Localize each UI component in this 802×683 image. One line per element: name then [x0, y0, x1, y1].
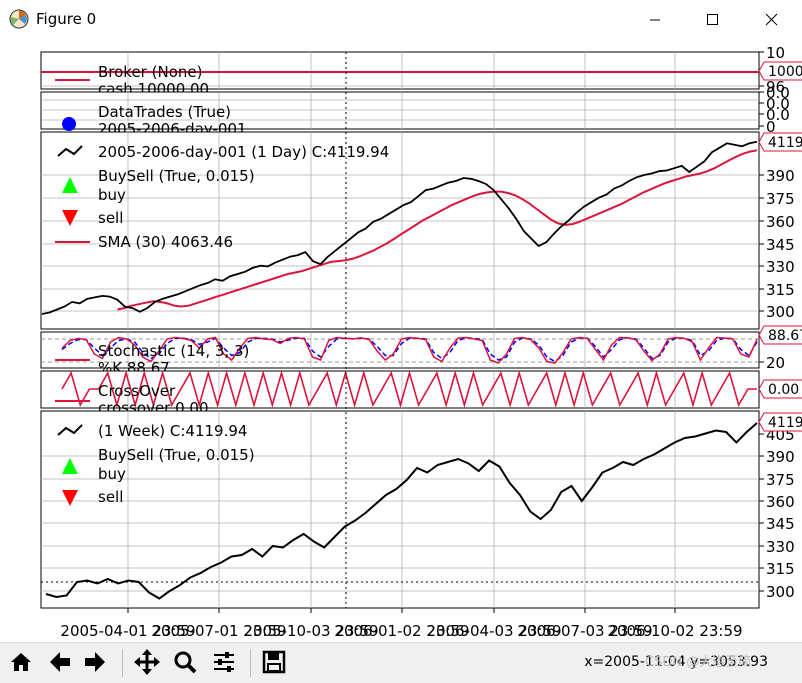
- minimize-button[interactable]: [628, 0, 680, 38]
- move-icon: [134, 649, 160, 675]
- crossover-value-tag-text: 0.00: [768, 382, 799, 398]
- back-button[interactable]: [45, 646, 75, 678]
- toolbar-separator: [250, 649, 251, 677]
- weekly-panel: [40, 410, 760, 609]
- y-tick-label: 345: [766, 236, 795, 254]
- watermark: CSDN @大道至简: [645, 655, 752, 670]
- y-tick-label: 0: [766, 118, 776, 136]
- forward-button[interactable]: [80, 646, 110, 678]
- y-tick-label: 330: [766, 258, 795, 276]
- pan-button[interactable]: [132, 646, 162, 678]
- figure-canvas[interactable]: Broker (None)cash 10000.00109610000DataT…: [0, 38, 802, 642]
- broker-panel: [40, 51, 760, 90]
- stochastic-value-tag: [758, 325, 802, 345]
- weekly-legend-buysell: BuySell (True, 0.015): [98, 446, 255, 464]
- maximize-icon: [707, 14, 718, 25]
- crossover-value-tag: [758, 379, 802, 399]
- y-tick-label: 360: [766, 213, 795, 231]
- backtrader-chart[interactable]: Broker (None)cash 10000.00109610000DataT…: [0, 38, 802, 642]
- y-tick-label: 300: [766, 303, 795, 321]
- daily-value-tag: [758, 132, 802, 152]
- daily-legend-buysell: BuySell (True, 0.015): [98, 167, 255, 185]
- broker-legend-label: Broker (None): [98, 63, 202, 81]
- y-tick-label: 390: [766, 167, 795, 185]
- weekly-value-tag-text: 4119: [768, 415, 802, 431]
- toolbar-separator: [122, 649, 123, 677]
- daily-value-tag-text: 4119: [768, 135, 802, 151]
- stochastic-pk-line: [61, 336, 758, 364]
- weekly-price-line: [45, 422, 758, 600]
- x-tick-label: 2006-01-02 23:59: [334, 622, 469, 640]
- y-tick-label: 300: [766, 583, 795, 601]
- magnifier-icon: [174, 651, 197, 674]
- close-button[interactable]: [746, 0, 798, 38]
- configure-subplots-button[interactable]: [209, 646, 239, 678]
- x-tick-label: 2005-10-03 23:59: [243, 622, 378, 640]
- zoom-button[interactable]: [170, 646, 200, 678]
- y-tick-label: 345: [766, 515, 795, 533]
- x-tick-label: 2005-07-01 23:59: [151, 622, 286, 640]
- matplotlib-app-icon: [9, 9, 29, 29]
- daily-panel: [40, 131, 760, 330]
- weekly-value-tag: [758, 412, 802, 432]
- home-icon: [11, 653, 31, 671]
- title-bar: Figure 0: [0, 0, 802, 38]
- y-tick-label: 96: [766, 78, 785, 96]
- arrow-left-icon: [50, 652, 70, 672]
- daily-legend-sell: sell: [98, 209, 123, 227]
- daily-legend-sma: SMA (30) 4063.46: [98, 233, 233, 251]
- daily-legend-price-icon: [57, 145, 83, 157]
- y-tick-label: 390: [766, 448, 795, 466]
- close-icon: [765, 13, 778, 26]
- sell-marker-icon: [62, 490, 78, 506]
- y-tick-label: 20: [766, 354, 785, 372]
- cursor-coordinates: x=2005-11-04 y=3053.93: [584, 654, 768, 670]
- y-tick-label: 360: [766, 493, 795, 511]
- y-tick-label: 315: [766, 281, 795, 299]
- sell-marker-icon: [62, 210, 78, 226]
- daily-price-line: [41, 140, 758, 315]
- datatrades-legend-label: DataTrades (True): [98, 103, 231, 121]
- crossover-legend-label: CrossOver: [98, 382, 176, 400]
- save-button[interactable]: [259, 646, 289, 678]
- stochastic-value-tag-text: 88.67: [768, 328, 802, 344]
- y-tick-label: 330: [766, 538, 795, 556]
- maximize-button[interactable]: [686, 0, 738, 38]
- y-tick-label: 10: [766, 44, 785, 62]
- arrow-right-icon: [85, 652, 105, 672]
- weekly-legend-sell: sell: [98, 488, 123, 506]
- x-tick-label: 2006-10-02 23:59: [607, 622, 742, 640]
- floppy-disk-icon: [262, 650, 286, 674]
- weekly-legend-price: (1 Week) C:4119.94: [98, 422, 247, 440]
- weekly-legend-price-icon: [57, 424, 83, 436]
- crossover-line: [61, 370, 757, 408]
- datatrades-legend-dot: [62, 117, 76, 131]
- broker-value-tag-text: 10000: [768, 64, 802, 80]
- daily-legend-buy: buy: [98, 186, 126, 204]
- y-tick-label: 375: [766, 471, 795, 489]
- weekly-legend-buy: buy: [98, 465, 126, 483]
- navigation-toolbar: x=2005-11-04 y=3053.93: [0, 642, 802, 683]
- y-tick-label: 315: [766, 560, 795, 578]
- buy-marker-icon: [62, 458, 78, 474]
- sliders-icon: [214, 652, 234, 672]
- x-tick-label: 2006-07-03 23:59: [517, 622, 652, 640]
- stochastic-legend-label: Stochastic (14, 3, 3): [98, 342, 249, 360]
- y-tick-label: 375: [766, 190, 795, 208]
- datatrades-panel: [40, 91, 760, 130]
- y-tick-label: 0.0: [766, 95, 790, 113]
- window-title: Figure 0: [36, 10, 97, 28]
- x-tick-label: 2005-04-01 23:59: [60, 622, 195, 640]
- y-tick-label: 0.0: [766, 106, 790, 124]
- home-button[interactable]: [6, 646, 36, 678]
- daily-legend-price: 2005-2006-day-001 (1 Day) C:4119.94: [98, 143, 389, 161]
- broker-value-tag: [758, 61, 802, 81]
- x-tick-label: 2006-04-03 23:59: [426, 622, 561, 640]
- buy-marker-icon: [62, 177, 78, 193]
- y-tick-label: 0.0: [766, 84, 790, 102]
- minimize-icon: [650, 19, 660, 21]
- daily-sma-line: [117, 149, 758, 311]
